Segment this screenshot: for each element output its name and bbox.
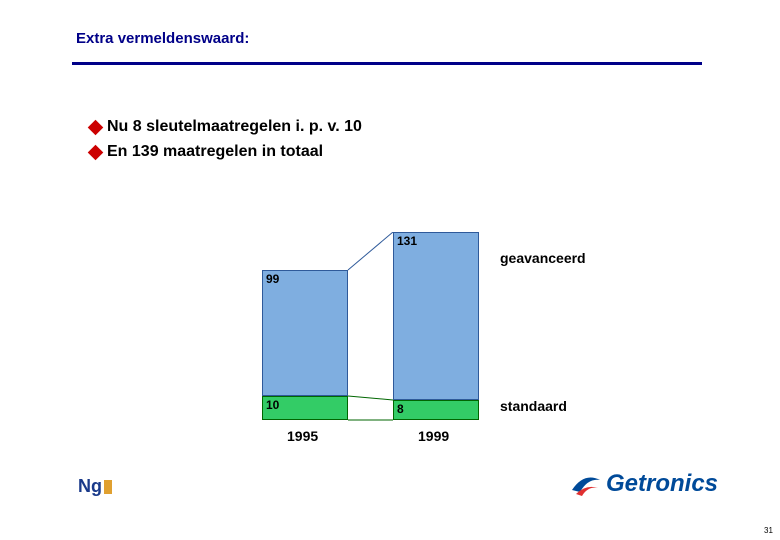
axis-label-1995: 1995: [287, 428, 318, 444]
logo-right-text: Getronics: [606, 470, 718, 498]
logo-left: Ng: [78, 476, 112, 497]
swoosh-icon: [570, 470, 604, 498]
slide-title: Extra vermeldenswaard:: [76, 30, 249, 47]
title-underline: [72, 62, 702, 65]
color-block-icon: [104, 480, 112, 494]
bullet-2-text: En 139 maatregelen in totaal: [107, 143, 323, 161]
diamond-icon: [88, 144, 104, 160]
bullet-2: En 139 maatregelen in totaal: [90, 143, 323, 161]
axis-label-1999: 1999: [418, 428, 449, 444]
connector-lines: [240, 232, 535, 430]
bullet-1-text: Nu 8 sleutelmaatregelen i. p. v. 10: [107, 118, 362, 136]
page-number: 31: [764, 526, 773, 535]
bullet-1: Nu 8 sleutelmaatregelen i. p. v. 10: [90, 118, 362, 136]
logo-left-text: Ng: [78, 476, 102, 497]
stacked-bar-chart: 10 99 8 131 1995 1999 geavanceerd standa…: [240, 232, 535, 430]
diamond-icon: [88, 119, 104, 135]
logo-right: Getronics: [570, 470, 718, 498]
